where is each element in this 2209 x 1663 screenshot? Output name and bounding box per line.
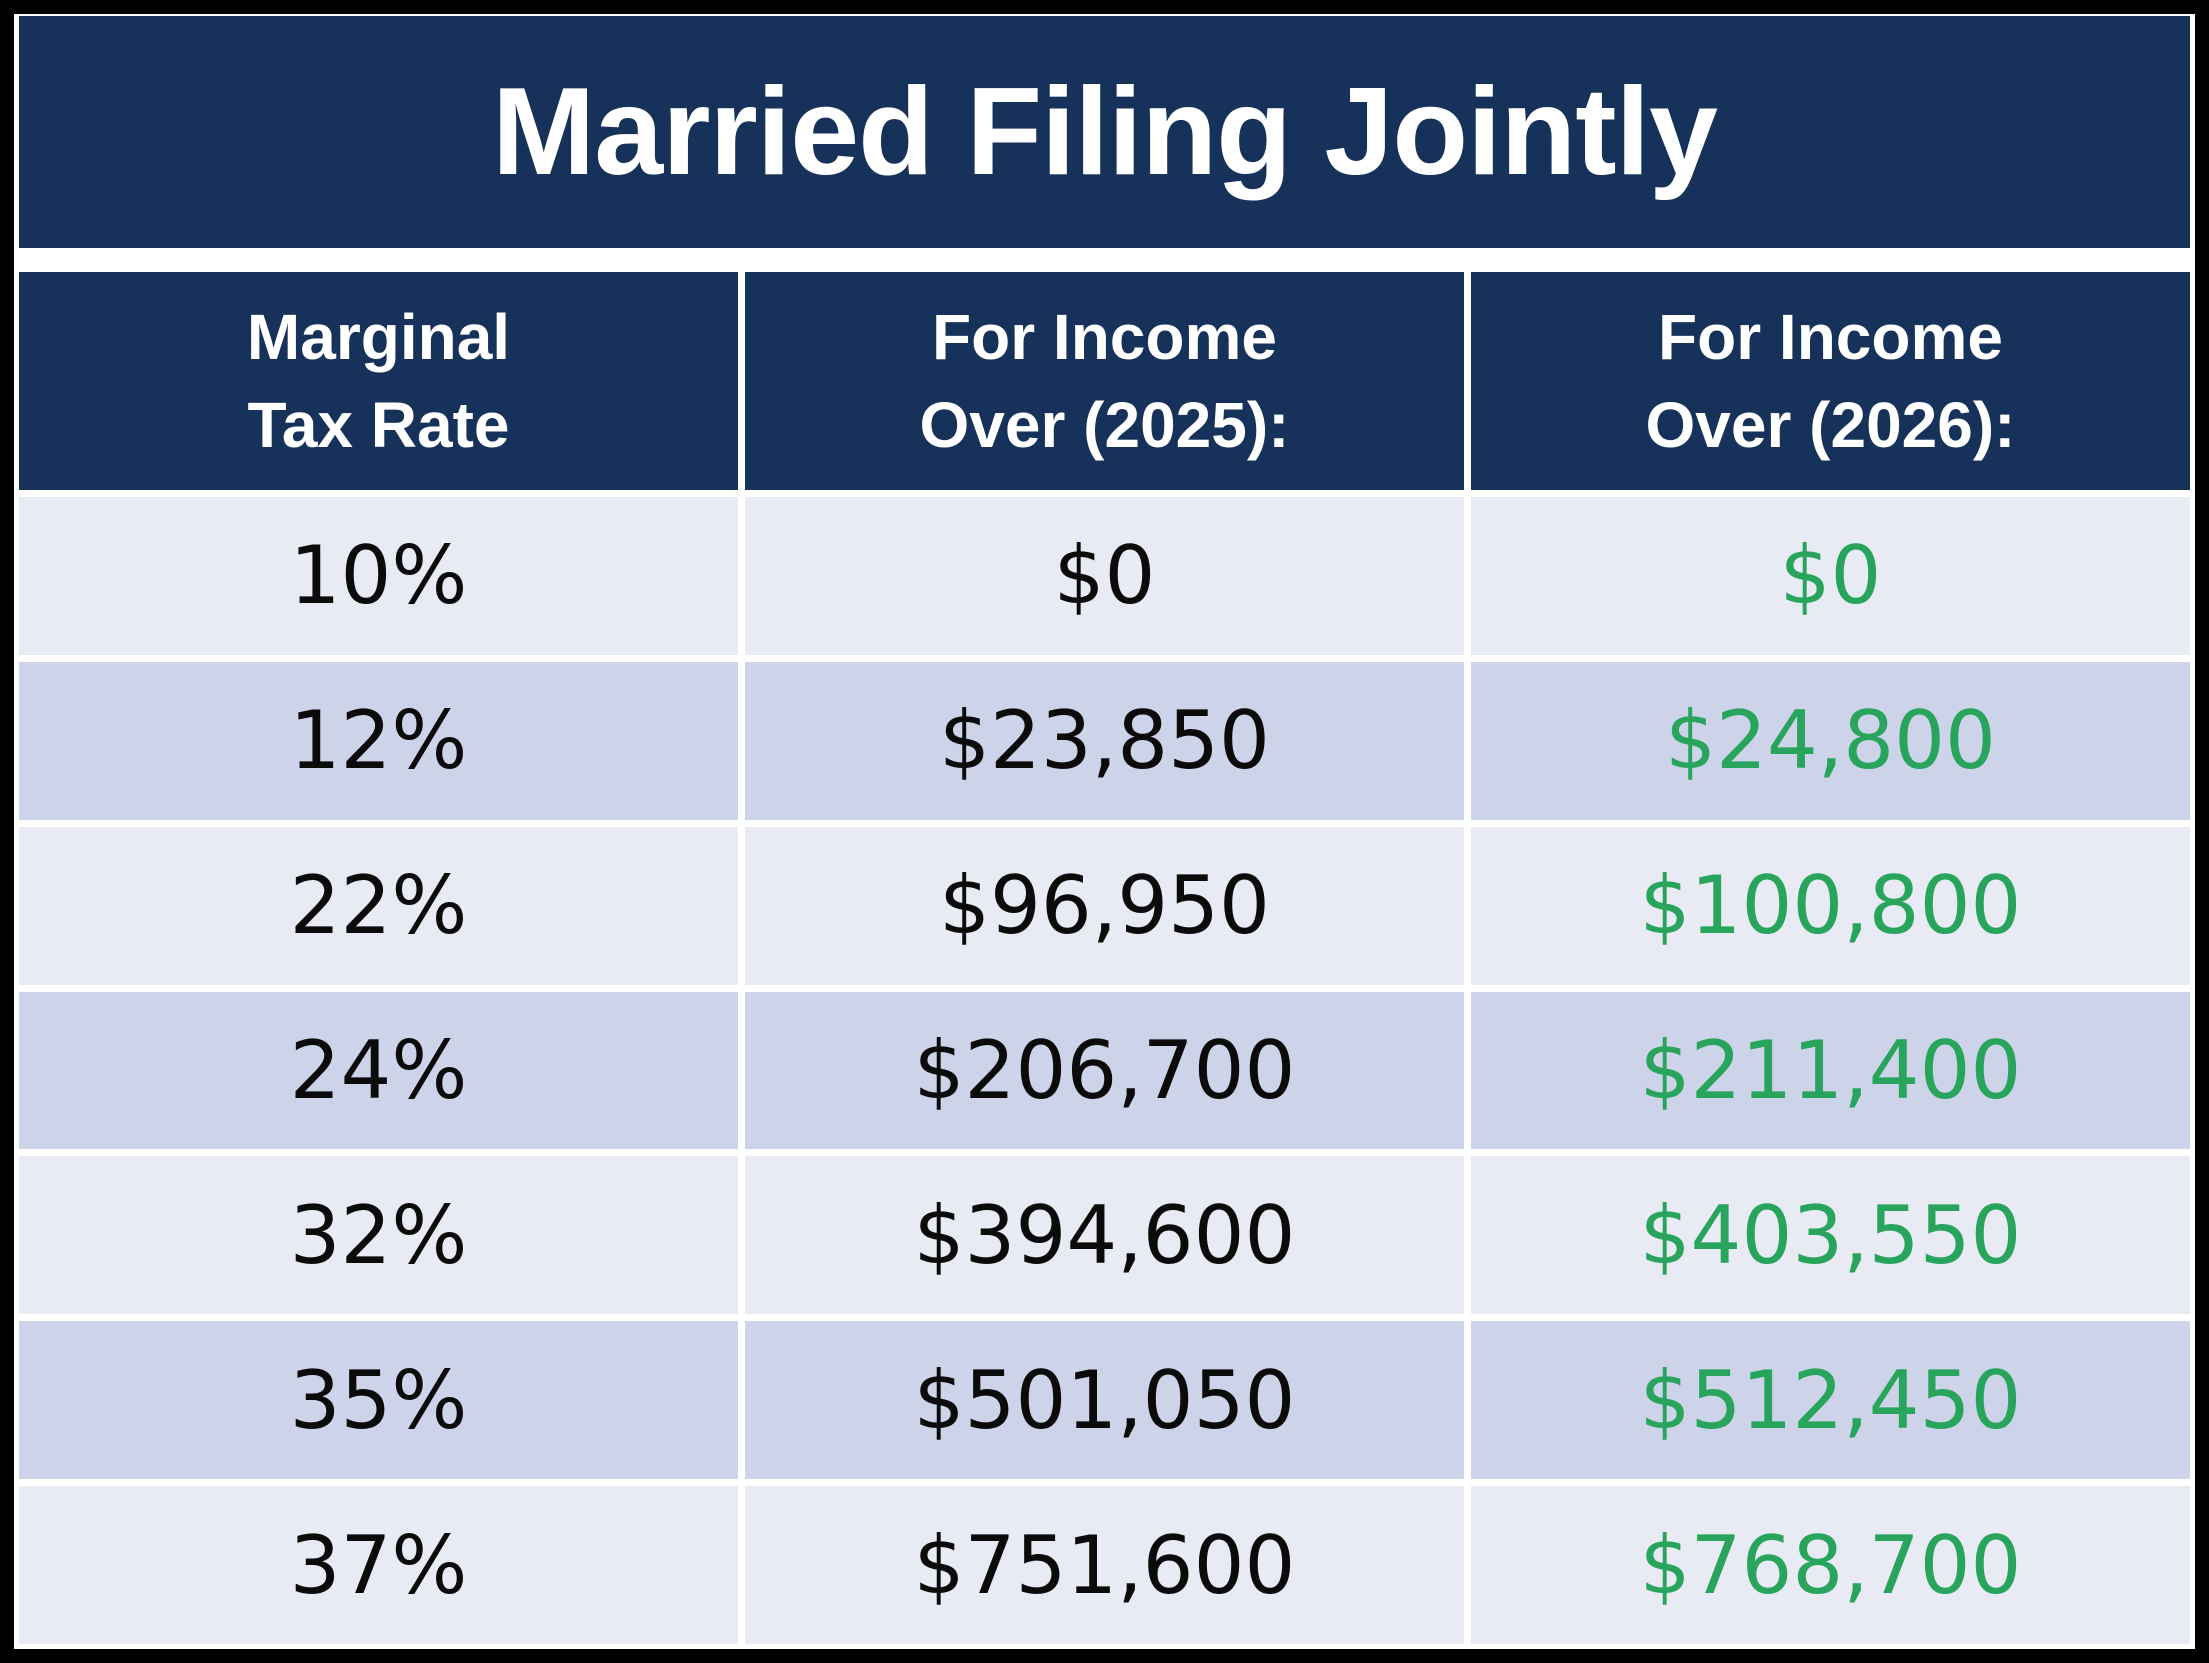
cell-rate: 35%: [19, 1321, 738, 1480]
table-row: 35% $501,050 $512,450: [19, 1321, 2190, 1480]
cell-income-2026: $403,550: [1471, 1156, 2190, 1315]
cell-income-2025: $751,600: [745, 1486, 1464, 1645]
header-line: For Income: [932, 300, 1277, 373]
table-header-row: Marginal Tax Rate For Income Over (2025)…: [19, 272, 2190, 490]
header-line: Tax Rate: [247, 389, 510, 461]
cell-income-2026: $211,400: [1471, 991, 2190, 1150]
header-line: Over (2026):: [1645, 389, 2016, 461]
cell-income-2025: $206,700: [745, 991, 1464, 1150]
cell-rate: 10%: [19, 497, 738, 655]
cell-income-2025: $96,950: [745, 826, 1464, 985]
page-title: Married Filing Jointly: [19, 16, 2190, 248]
table-row: 10% $0 $0: [19, 497, 2190, 655]
header-line: Over (2025):: [919, 389, 1290, 461]
cell-income-2025: $501,050: [745, 1321, 1464, 1480]
table-body: 10% $0 $0 12% $23,850 $24,800 22% $96,95…: [19, 497, 2190, 1645]
table-row: 12% $23,850 $24,800: [19, 661, 2190, 820]
header-line: For Income: [1658, 300, 2003, 373]
table-container: Married Filing Jointly Marginal Tax Rate…: [14, 14, 2195, 1649]
cell-income-2026: $100,800: [1471, 826, 2190, 985]
column-header-income-2025: For Income Over (2025):: [745, 272, 1464, 490]
cell-income-2025: $0: [745, 497, 1464, 655]
cell-rate: 37%: [19, 1486, 738, 1645]
cell-rate: 24%: [19, 991, 738, 1150]
table-row: 24% $206,700 $211,400: [19, 991, 2190, 1150]
cell-income-2026: $768,700: [1471, 1486, 2190, 1645]
column-header-marginal-tax-rate: Marginal Tax Rate: [19, 272, 738, 490]
cell-income-2026: $0: [1471, 497, 2190, 655]
cell-rate: 32%: [19, 1156, 738, 1315]
table-row: 32% $394,600 $403,550: [19, 1156, 2190, 1315]
cell-income-2025: $23,850: [745, 661, 1464, 820]
table-row: 22% $96,950 $100,800: [19, 826, 2190, 985]
table-row: 37% $751,600 $768,700: [19, 1486, 2190, 1645]
cell-income-2026: $24,800: [1471, 661, 2190, 820]
title-divider: [19, 248, 2190, 272]
cell-rate: 22%: [19, 826, 738, 985]
column-header-income-2026: For Income Over (2026):: [1471, 272, 2190, 490]
header-line: Marginal: [246, 300, 511, 373]
cell-rate: 12%: [19, 661, 738, 820]
cell-income-2025: $394,600: [745, 1156, 1464, 1315]
cell-income-2026: $512,450: [1471, 1321, 2190, 1480]
